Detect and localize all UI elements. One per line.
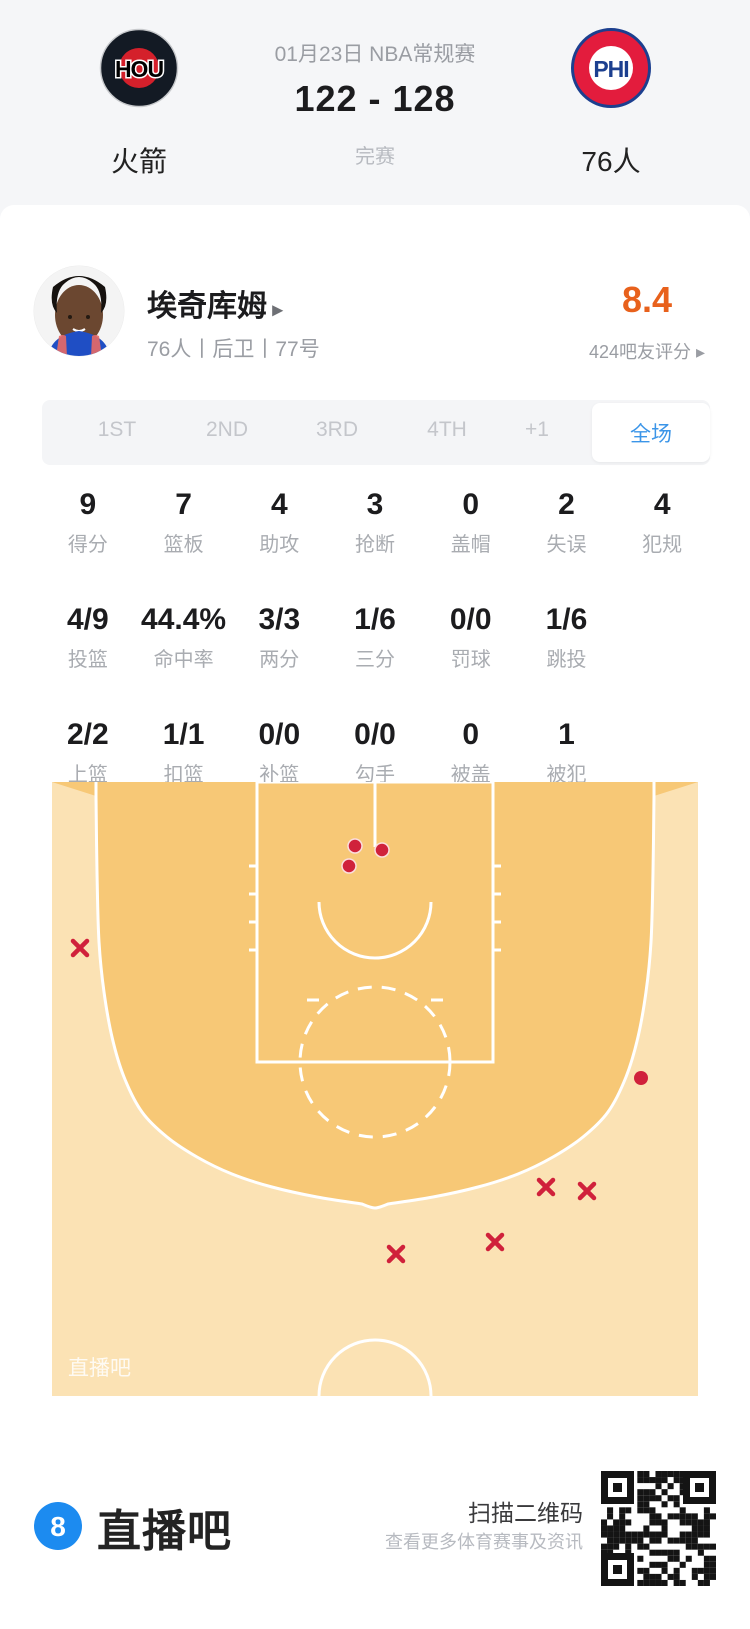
svg-text:8: 8 (50, 1511, 66, 1542)
svg-text:HOU: HOU (115, 56, 164, 82)
svg-text:PHI: PHI (593, 56, 628, 82)
